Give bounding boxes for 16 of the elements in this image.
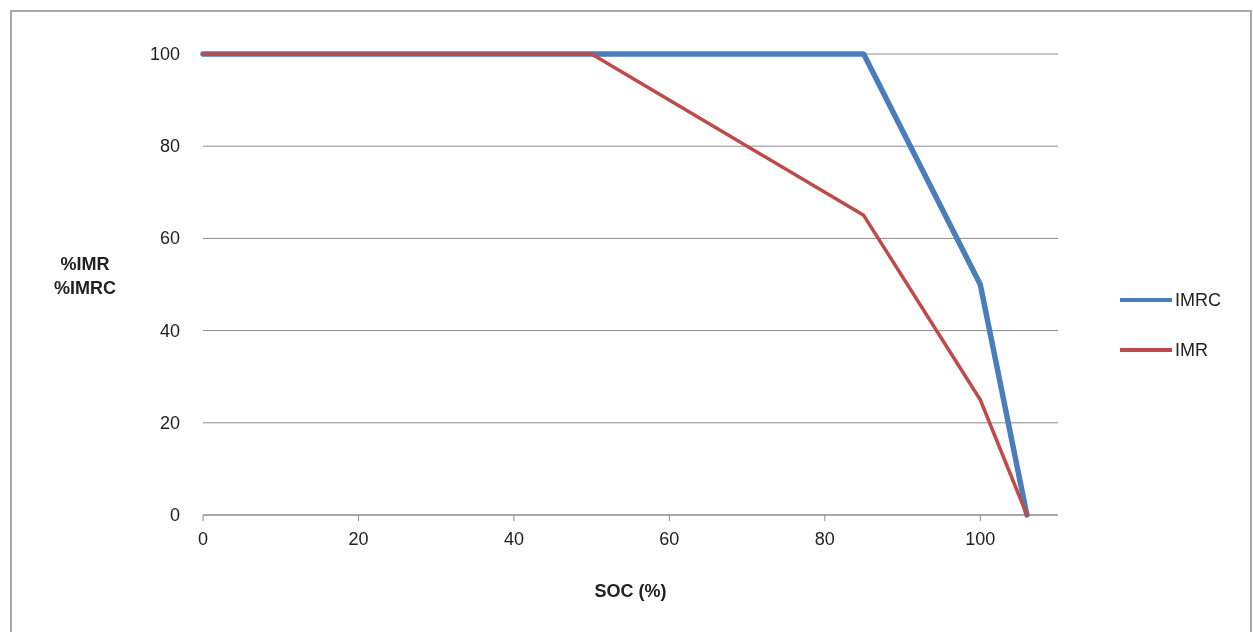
y-tick-label: 60 (159, 228, 180, 249)
legend-label: IMRC (1175, 290, 1221, 310)
y-axis-title: %IMR %IMRC (54, 254, 116, 298)
y-tick-label: 100 (149, 44, 180, 64)
x-axis-title: SOC (%) (594, 581, 667, 601)
y-tick-label: 0 (169, 505, 180, 525)
x-tick-label: 80 (814, 529, 835, 549)
x-tick-label: 0 (197, 529, 209, 549)
x-tick-label: 20 (348, 529, 369, 549)
x-tick-label: 100 (965, 529, 996, 549)
y-tick-label: 20 (159, 412, 180, 433)
y-tick-label: 40 (159, 320, 180, 341)
x-tick-label: 60 (659, 529, 680, 549)
x-tick-label: 40 (503, 529, 524, 549)
legend-label: IMR (1175, 340, 1208, 360)
y-tick-label: 80 (159, 136, 180, 157)
